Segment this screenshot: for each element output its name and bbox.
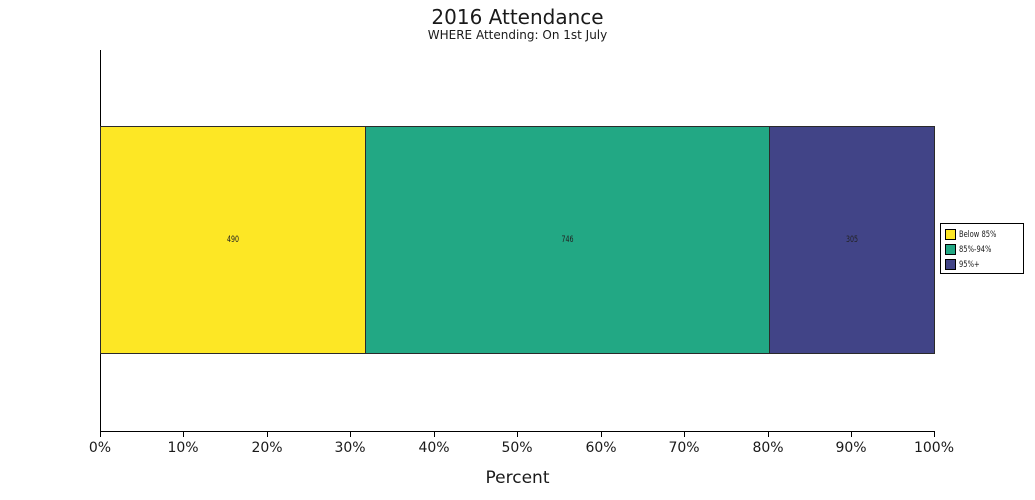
x-tick-label: 70% (668, 440, 700, 456)
x-tick-label: 50% (501, 440, 533, 456)
x-tick (350, 431, 351, 437)
legend-label: 85%-94% (959, 244, 992, 255)
x-tick-label: 60% (585, 440, 617, 456)
x-tick-label: 40% (418, 440, 450, 456)
bar-95-plus: 305 (769, 126, 935, 354)
chart-title: 2016 Attendance (431, 5, 604, 29)
x-tick (934, 431, 935, 437)
chart-subtitle: WHERE Attending: On 1st July (427, 28, 608, 42)
legend-label: 95%+ (959, 259, 980, 270)
x-tick-label: 20% (251, 440, 283, 456)
x-tick-label: 100% (913, 440, 955, 456)
legend-item-85-94: 85%-94% (945, 243, 1002, 256)
x-tick (851, 431, 852, 437)
x-tick-label: 10% (167, 440, 199, 456)
bar-85-94: 746 (365, 126, 770, 354)
x-tick (684, 431, 685, 437)
legend-label: Below 85% (959, 229, 997, 240)
legend-swatch (945, 259, 956, 270)
bar-below-85: 490 (100, 126, 366, 354)
x-tick (601, 431, 602, 437)
legend-item-95-plus: 95%+ (945, 258, 987, 271)
x-tick-label: 90% (835, 440, 867, 456)
bar-value-label: 305 (845, 235, 859, 245)
x-tick-label: 0% (88, 440, 112, 456)
x-tick (100, 431, 101, 437)
x-tick-label: 80% (752, 440, 784, 456)
x-tick (517, 431, 518, 437)
x-tick (267, 431, 268, 437)
x-tick (183, 431, 184, 437)
bar-value-label: 746 (561, 235, 574, 245)
x-tick (434, 431, 435, 437)
legend-swatch (945, 244, 956, 255)
x-axis-title: Percent (485, 468, 550, 488)
x-tick-label: 30% (334, 440, 366, 456)
bar-value-label: 490 (226, 235, 240, 245)
legend: Below 85% 85%-94% 95%+ (940, 223, 1024, 274)
x-tick (768, 431, 769, 437)
legend-swatch (945, 229, 956, 240)
legend-item-below-85: Below 85% (945, 228, 1009, 241)
